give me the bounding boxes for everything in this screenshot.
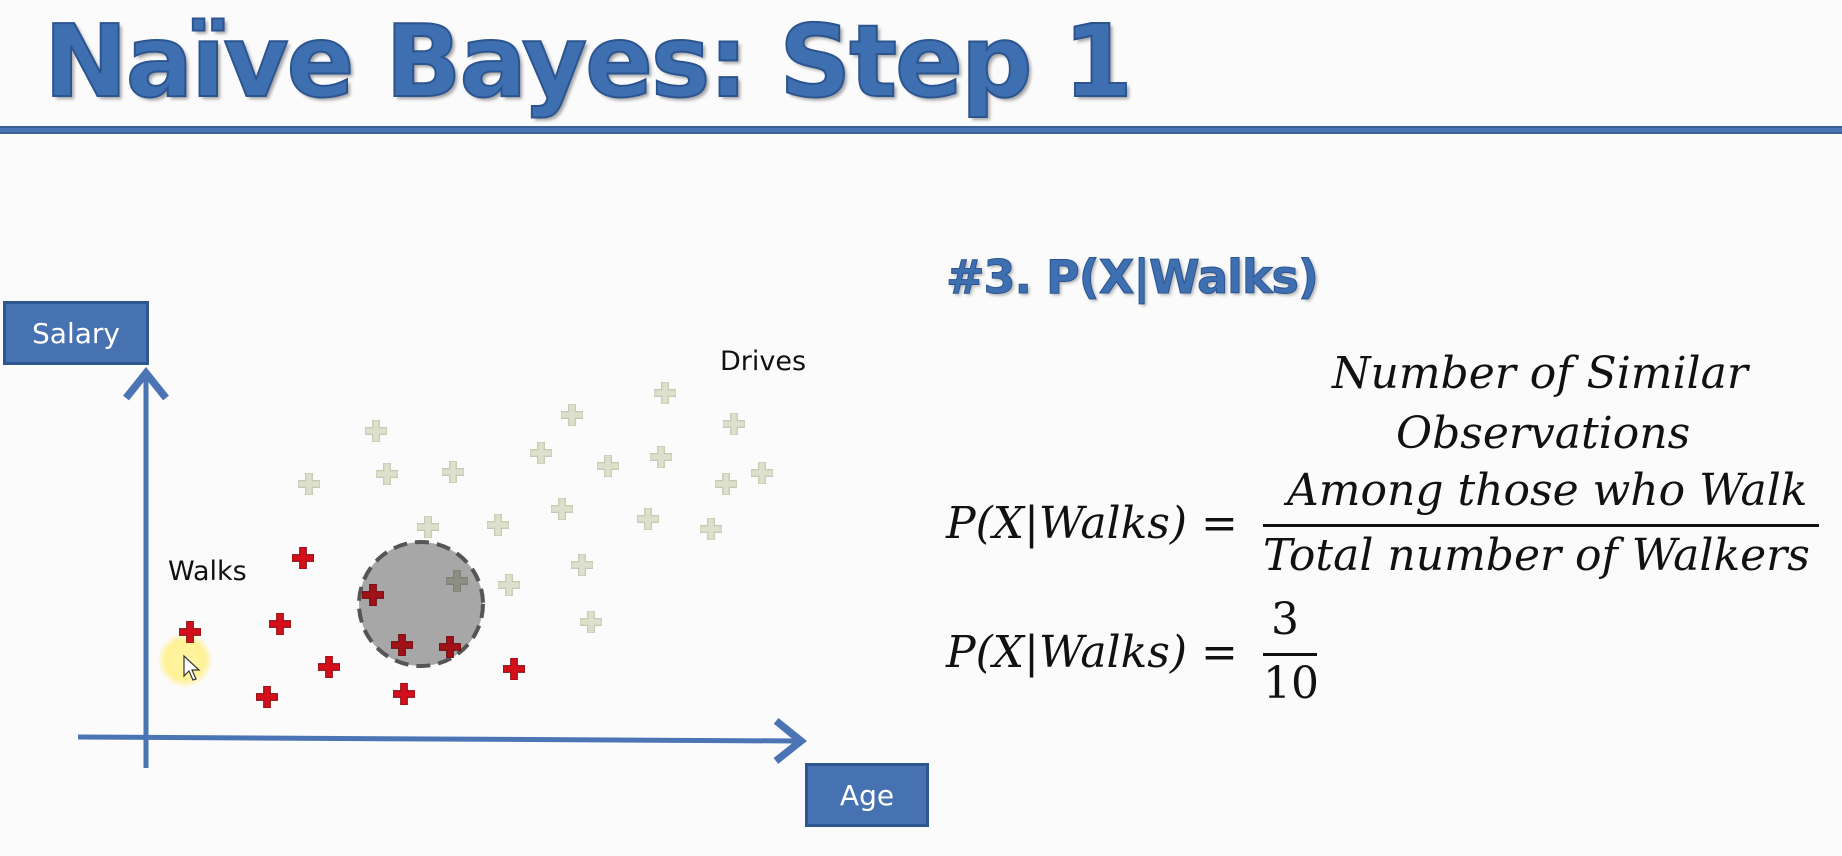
drive-point <box>650 446 672 468</box>
walk-point <box>393 683 415 705</box>
drive-point <box>365 420 387 442</box>
likelihood-lhs: P(X|Walks) = <box>946 498 1238 549</box>
drives-class-label: Drives <box>720 346 807 377</box>
drive-point <box>498 574 520 596</box>
result-denominator: 10 <box>1263 658 1319 709</box>
drive-point <box>723 413 745 435</box>
drive-point <box>580 611 602 633</box>
walk-point <box>256 686 278 708</box>
drive-point <box>597 455 619 477</box>
walks-class-label: Walks <box>168 556 247 587</box>
drive-point <box>442 461 464 483</box>
walk-point <box>292 547 314 569</box>
drive-point <box>551 498 573 520</box>
salary-axis-label: Salary <box>3 301 149 365</box>
numerator-line-3: Among those who Walk <box>1287 465 1808 516</box>
scatter-plot <box>77 366 808 768</box>
fraction-bar <box>1263 524 1819 527</box>
drive-point <box>417 516 439 538</box>
drive-point <box>530 442 552 464</box>
drive-point <box>654 382 676 404</box>
result-lhs: P(X|Walks) = <box>946 627 1238 678</box>
denominator: Total number of Walkers <box>1263 530 1810 581</box>
drive-point <box>298 473 320 495</box>
drive-point <box>571 554 593 576</box>
drive-point <box>487 514 509 536</box>
drive-point <box>715 473 737 495</box>
drive-point <box>700 518 722 540</box>
x-axis <box>77 717 808 764</box>
result-numerator: 3 <box>1271 594 1299 645</box>
numerator-line-1: Number of Similar <box>1332 348 1748 399</box>
walk-point <box>269 613 291 635</box>
title-divider <box>0 126 1842 134</box>
drive-point <box>751 462 773 484</box>
drive-point <box>376 463 398 485</box>
neighborhood-circle <box>357 540 485 668</box>
walk-point <box>318 656 340 678</box>
walk-point <box>503 658 525 680</box>
mouse-cursor-icon <box>183 654 201 681</box>
slide-title: Naïve Bayes: Step 1 <box>43 2 1134 121</box>
formula-heading: #3. P(X|Walks) <box>946 250 1320 305</box>
drive-point <box>637 508 659 530</box>
drive-point <box>561 404 583 426</box>
age-axis-label: Age <box>805 763 929 827</box>
numerator-line-2: Observations <box>1396 408 1691 459</box>
result-fraction-bar <box>1263 653 1317 656</box>
